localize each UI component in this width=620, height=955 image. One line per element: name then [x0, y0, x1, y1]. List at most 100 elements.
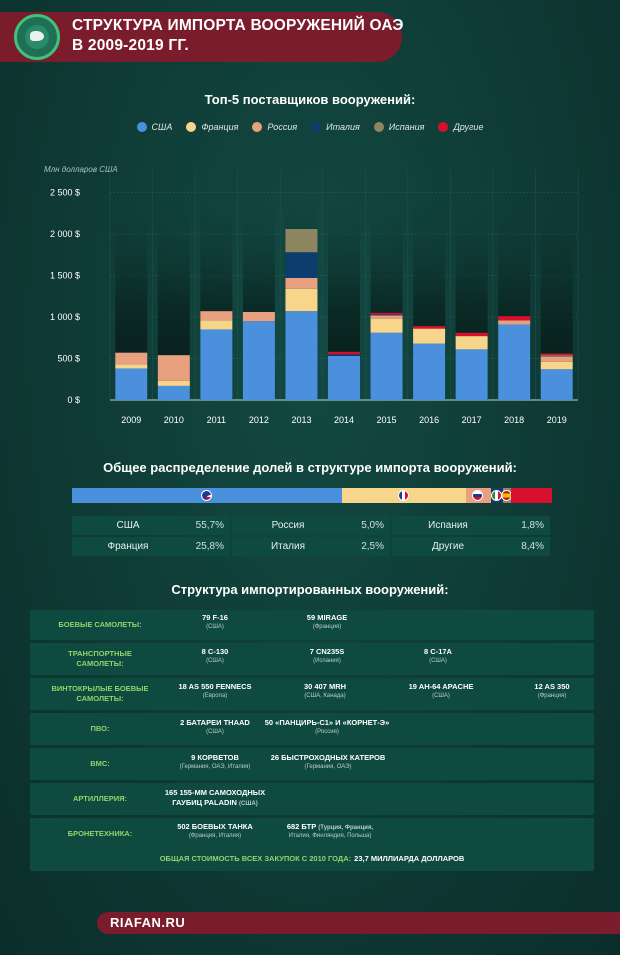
- bar-segment-2012: [242, 312, 275, 322]
- share-distribution-bar: [72, 488, 552, 503]
- logo-emblem-icon: [14, 14, 60, 60]
- share-segment-russia: [466, 488, 491, 503]
- bar-segment-2014: [328, 356, 360, 400]
- legend-label: США: [151, 122, 173, 132]
- imports-row-armor: БРОНЕТЕХНИКА: 502 БОЕВЫХ ТАНКА (Франция,…: [30, 818, 594, 850]
- item-title: 682 БТР: [286, 822, 317, 831]
- imports-row-label: АРТИЛЛЕРИЯ:: [72, 794, 128, 803]
- bar-segment-2011: [200, 311, 233, 321]
- share-segment-france: [341, 488, 467, 503]
- item-title: 7 CN235S: [309, 647, 345, 656]
- bar-segment-2009: [115, 368, 148, 400]
- x-tick-label: 2010: [164, 415, 184, 425]
- bar-segment-2012: [242, 321, 275, 400]
- item-title-continued: ГАУБИЦ PALADIN: [172, 798, 237, 807]
- share-segment-spain: [500, 488, 512, 503]
- bar-segment-2017: [455, 332, 488, 337]
- x-tick-label: 2017: [462, 415, 482, 425]
- share-country: Другие: [392, 537, 504, 556]
- x-tick-label: 2019: [547, 415, 567, 425]
- share-value: 55,7%: [184, 516, 230, 535]
- item-origin: (США, Канада): [304, 693, 346, 699]
- item-origin: (Россия): [315, 729, 339, 735]
- share-value: 5,0%: [344, 516, 390, 535]
- share-country: Италия: [232, 537, 344, 556]
- title-banner: [0, 12, 402, 62]
- import-item: 7 CN235S (Испания): [292, 647, 362, 665]
- legend-item-italy: Италия: [311, 122, 360, 132]
- imports-row-label: БОЕВЫЕ САМОЛЕТЫ:: [58, 620, 142, 629]
- y-tick-label: 1 500 $: [50, 271, 80, 281]
- item-origin: (Европа): [202, 693, 228, 699]
- stacked-bar-chart: 0 $ 500 $ 1 000 $ 1 500 $ 2 000 $ 2 500 $ 2009…: [50, 170, 579, 425]
- import-item: 26 БЫСТРОХОДНЫХ КАТЕРОВ (Германия, ОАЭ): [268, 753, 388, 771]
- share-segment-italy: [490, 488, 503, 503]
- imports-row-rotorcraft: ВИНТОКРЫЛЫЕ БОЕВЫЕ САМОЛЕТЫ: 18 AS 550 F…: [30, 678, 594, 710]
- legend-label: Другие: [453, 122, 484, 132]
- item-origin: (США): [206, 624, 224, 630]
- imports-row-artillery: АРТИЛЛЕРИЯ: 165 155-ММ САМОХОДНЫХ ГАУБИЦ…: [30, 783, 594, 815]
- x-tick-label: 2009: [121, 415, 141, 425]
- item-origin: (Германия, ОАЭ): [304, 764, 352, 770]
- bar-segment-2009: [115, 352, 148, 365]
- import-item: 79 F-16 (США): [180, 613, 250, 631]
- x-tick-label: 2015: [377, 415, 397, 425]
- item-title: 30 407 MRH: [303, 682, 347, 691]
- imports-row-label: ВМС:: [90, 759, 110, 768]
- imports-row-combat-aircraft: БОЕВЫЕ САМОЛЕТЫ: 79 F-16 (США) 59 MIRAGE…: [30, 610, 594, 640]
- bar-segment-2018: [498, 316, 531, 321]
- italy-flag-icon: [490, 490, 502, 501]
- legend-item-usa: США: [136, 122, 173, 132]
- import-item: 8 C-130 (США): [180, 647, 250, 665]
- imports-row-label: ТРАНСПОРТНЫЕ САМОЛЕТЫ:: [68, 649, 132, 668]
- item-title: 26 БЫСТРОХОДНЫХ КАТЕРОВ: [270, 753, 386, 762]
- share-value: 8,4%: [504, 537, 550, 556]
- import-item: 18 AS 550 FENNECS (Европа): [165, 682, 265, 700]
- legend-item-spain: Испания: [373, 122, 425, 132]
- x-tick-label: 2014: [334, 415, 354, 425]
- total-cost-value: 23,7 МИЛЛИАРДА ДОЛЛАРОВ: [354, 853, 465, 863]
- import-item: 165 155-ММ САМОХОДНЫХ ГАУБИЦ PALADIN (СШ…: [160, 788, 270, 808]
- bar-segment-2014: [328, 351, 360, 355]
- share-country: Россия: [232, 516, 344, 535]
- item-origin: (Франция): [312, 624, 342, 630]
- y-tick-label: 2 000 $: [50, 229, 80, 239]
- share-country: США: [72, 516, 184, 535]
- item-title: 19 AH-64 APACHE: [408, 682, 474, 691]
- bar-segment-2013: [285, 229, 318, 253]
- item-title: 165 155-ММ САМОХОДНЫХ: [164, 788, 266, 797]
- bar-segment-2010: [157, 355, 190, 381]
- bar-segment-2010: [157, 385, 190, 400]
- share-row: Франция 25,8% Италия 2,5% Другие 8,4%: [72, 537, 552, 556]
- legend-dot: [186, 122, 197, 132]
- legend-label: Россия: [267, 122, 298, 132]
- legend-item-russia: Россия: [252, 122, 297, 132]
- bar-segment-2019: [540, 355, 573, 357]
- france-flag-icon: [397, 490, 409, 501]
- imports-row-label: БРОНЕТЕХНИКА:: [67, 829, 133, 838]
- legend-label: Испания: [388, 122, 425, 132]
- item-title: 50 «ПАНЦИРЬ-С1» И «КОРНЕТ-Э»: [264, 718, 390, 727]
- item-title: 18 AS 550 FENNECS: [178, 682, 252, 691]
- item-origin: (Германия, ОАЭ, Италия): [179, 764, 251, 770]
- legend-label: Франция: [201, 122, 239, 132]
- import-item: 2 БАТАРЕИ THAAD (США): [170, 718, 260, 736]
- item-title: 2 БАТАРЕИ THAAD: [180, 718, 250, 727]
- imports-row-air-defense: ПВО: 2 БАТАРЕИ THAAD (США) 50 «ПАНЦИРЬ-С…: [30, 713, 594, 745]
- usa-flag-icon: [200, 490, 212, 501]
- shares-subtitle: Общее распределение долей в структуре им…: [103, 460, 517, 475]
- bar-segment-2011: [200, 320, 233, 330]
- total-cost-label: ОБЩАЯ СТОИМОСТЬ ВСЕХ ЗАКУПОК С 2010 ГОДА…: [159, 853, 352, 863]
- bar-segment-2015: [370, 332, 403, 400]
- legend-dot: [373, 122, 384, 132]
- import-item: 682 БТР (Турция, Франция, Италия, Финлян…: [275, 822, 385, 840]
- item-origin-continued: Италия, Финляндия, Польша): [288, 833, 372, 839]
- imports-row-label: ВИНТОКРЫЛЫЕ БОЕВЫЕ САМОЛЕТЫ:: [51, 684, 149, 703]
- site-link[interactable]: RIAFAN.RU: [110, 915, 186, 930]
- y-axis-unit-label: Млн долларов США: [44, 165, 118, 174]
- chart-subtitle: Топ-5 поставщиков вооружений:: [204, 92, 416, 107]
- item-origin: (Франция, Италия): [188, 833, 242, 839]
- item-origin: (Франция): [537, 693, 567, 699]
- item-origin: (США): [206, 729, 224, 735]
